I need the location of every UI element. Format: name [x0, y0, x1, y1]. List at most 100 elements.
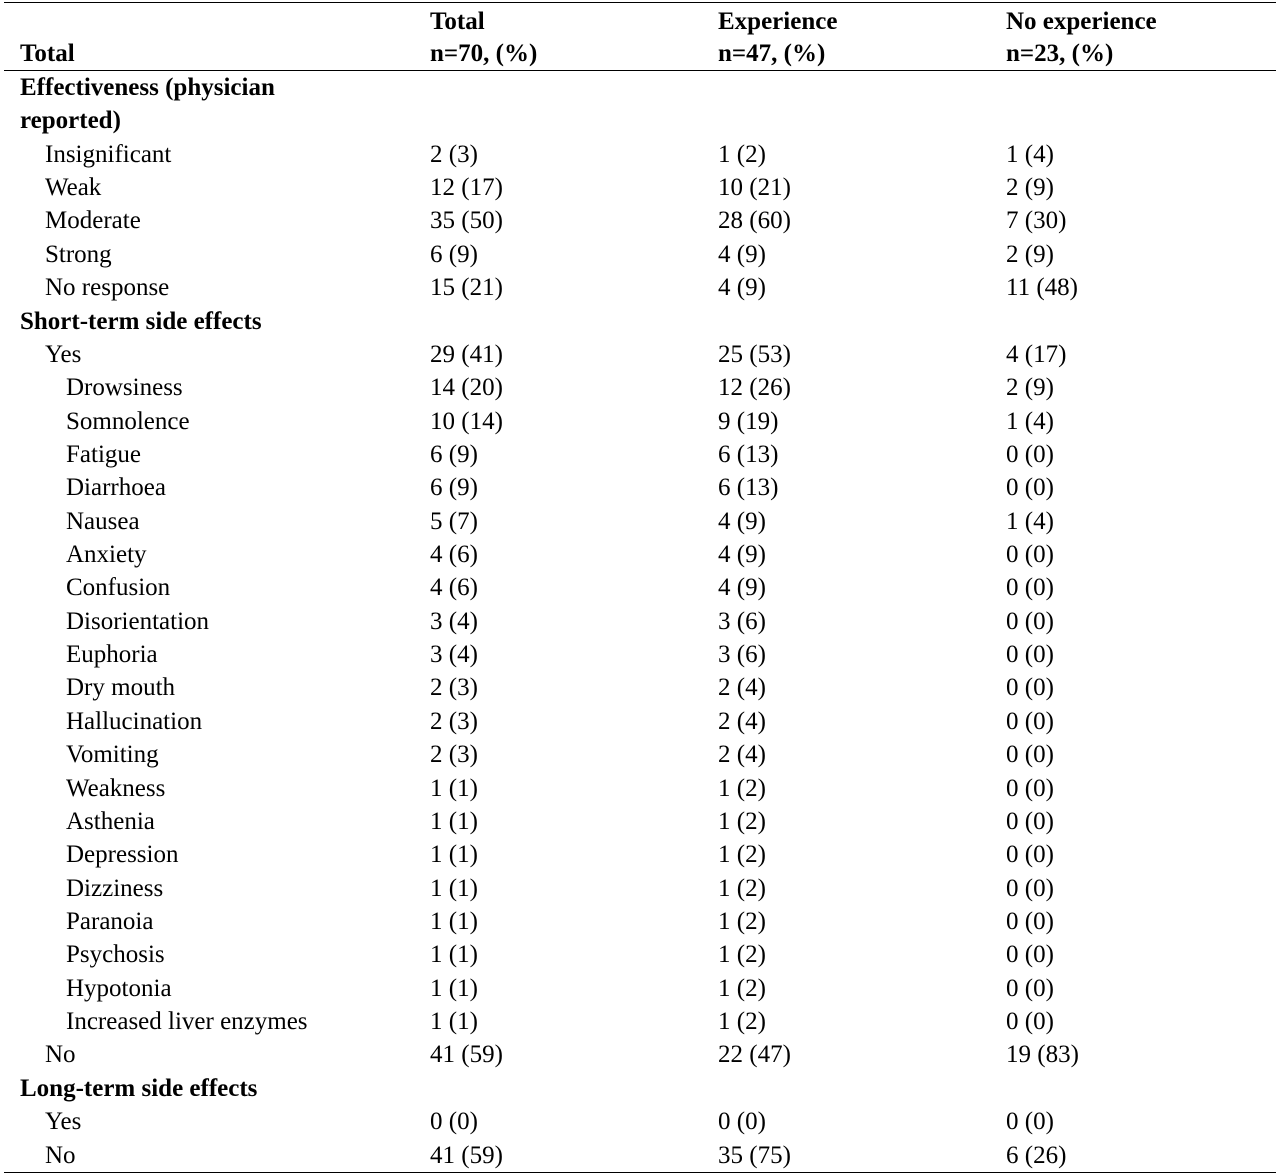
cell-total: 10 (14): [430, 407, 503, 435]
table-row: Depression 1 (1) 1 (2) 0 (0): [4, 838, 1276, 871]
cell-total: 4 (6): [430, 541, 478, 569]
cell-no-experience: 6 (26): [1006, 1141, 1067, 1169]
header-total-column: Total n=70, (%): [430, 6, 537, 70]
cell-total: 14 (20): [430, 374, 503, 402]
table-row: Euphoria 3 (4) 3 (6) 0 (0): [4, 638, 1276, 671]
row-label: No: [45, 1141, 76, 1169]
table-row: Yes 0 (0) 0 (0) 0 (0): [4, 1105, 1276, 1138]
row-label: Weakness: [66, 774, 166, 802]
table-row: Weakness 1 (1) 1 (2) 0 (0): [4, 772, 1276, 805]
cell-total: 6 (9): [430, 240, 478, 268]
row-label: Strong: [45, 240, 112, 268]
cell-no-experience: 0 (0): [1006, 741, 1054, 769]
cell-experience: 2 (4): [718, 674, 766, 702]
cell-total: 3 (4): [430, 641, 478, 669]
cell-no-experience: 0 (0): [1006, 774, 1054, 802]
row-label: Fatigue: [66, 440, 141, 468]
table-row: Paranoia 1 (1) 1 (2) 0 (0): [4, 905, 1276, 938]
cell-no-experience: 1 (4): [1006, 407, 1054, 435]
row-label: Somnolence: [66, 407, 190, 435]
section-label: Effectiveness (physician reported): [20, 71, 275, 138]
cell-no-experience: 1 (4): [1006, 140, 1054, 168]
cell-experience: 22 (47): [718, 1041, 791, 1069]
cell-total: 6 (9): [430, 474, 478, 502]
cell-total: 2 (3): [430, 674, 478, 702]
table-row: No 41 (59) 22 (47) 19 (83): [4, 1038, 1276, 1071]
cell-experience: 35 (75): [718, 1141, 791, 1169]
row-label: Nausea: [66, 507, 140, 535]
section-label: Short-term side effects: [20, 307, 262, 335]
header-first-column: Total: [20, 40, 75, 67]
cell-experience: 1 (2): [718, 974, 766, 1002]
cell-no-experience: 11 (48): [1006, 274, 1078, 302]
table-row: Increased liver enzymes 1 (1) 1 (2) 0 (0…: [4, 1005, 1276, 1038]
row-label: No: [45, 1041, 76, 1069]
table-row: Dizziness 1 (1) 1 (2) 0 (0): [4, 872, 1276, 905]
table-body: Effectiveness (physician reported) Insig…: [4, 71, 1276, 1172]
cell-no-experience: 2 (9): [1006, 374, 1054, 402]
table-row: Moderate 35 (50) 28 (60) 7 (30): [4, 204, 1276, 237]
section-label-line1: Effectiveness (physician: [20, 74, 275, 101]
cell-experience: 1 (2): [718, 774, 766, 802]
cell-total: 41 (59): [430, 1041, 503, 1069]
cell-total: 1 (1): [430, 774, 478, 802]
cell-no-experience: 0 (0): [1006, 607, 1054, 635]
row-label: Disorientation: [66, 607, 210, 635]
cell-experience: 3 (6): [718, 607, 766, 635]
header-no-experience-n: n=23, (%): [1006, 40, 1114, 67]
header-no-experience-title: No experience: [1006, 8, 1157, 35]
section-row-short-term: Short-term side effects: [4, 305, 1276, 338]
cell-experience: 6 (13): [718, 440, 779, 468]
row-label: Insignificant: [45, 140, 172, 168]
cell-total: 2 (3): [430, 140, 478, 168]
table-row: No response 15 (21) 4 (9) 11 (48): [4, 271, 1276, 304]
table-row: Confusion 4 (6) 4 (9) 0 (0): [4, 571, 1276, 604]
table-header: Total Total n=70, (%) Experience n=47, (…: [4, 3, 1276, 71]
row-label: Yes: [45, 1108, 82, 1136]
cell-experience: 0 (0): [718, 1108, 766, 1136]
row-label: Dizziness: [66, 874, 164, 902]
cell-no-experience: 0 (0): [1006, 908, 1054, 935]
row-label: Paranoia: [66, 908, 154, 935]
table-row: Hypotonia 1 (1) 1 (2) 0 (0): [4, 972, 1276, 1005]
table-row: Vomiting 2 (3) 2 (4) 0 (0): [4, 738, 1276, 771]
cell-experience: 1 (2): [718, 874, 766, 902]
row-label: Depression: [66, 841, 179, 869]
table-row: Drowsiness 14 (20) 12 (26) 2 (9): [4, 371, 1276, 404]
section-label: Long-term side effects: [20, 1074, 258, 1102]
cell-no-experience: 0 (0): [1006, 941, 1054, 969]
cell-total: 5 (7): [430, 507, 478, 535]
cell-total: 1 (1): [430, 974, 478, 1002]
cell-experience: 4 (9): [718, 541, 766, 569]
cell-total: 0 (0): [430, 1108, 478, 1136]
cell-total: 3 (4): [430, 607, 478, 635]
header-experience-column: Experience n=47, (%): [718, 6, 837, 70]
cell-experience: 1 (2): [718, 140, 766, 168]
cell-total: 6 (9): [430, 440, 478, 468]
cell-total: 12 (17): [430, 174, 503, 202]
cell-experience: 9 (19): [718, 407, 779, 435]
table-row: Asthenia 1 (1) 1 (2) 0 (0): [4, 805, 1276, 838]
cell-no-experience: 1 (4): [1006, 507, 1054, 535]
row-label: Psychosis: [66, 941, 165, 969]
cell-no-experience: 0 (0): [1006, 707, 1054, 735]
table-row: Psychosis 1 (1) 1 (2) 0 (0): [4, 938, 1276, 971]
table-row: Weak 12 (17) 10 (21) 2 (9): [4, 171, 1276, 204]
table-row: Hallucination 2 (3) 2 (4) 0 (0): [4, 705, 1276, 738]
cell-experience: 1 (2): [718, 841, 766, 869]
cell-experience: 25 (53): [718, 340, 791, 368]
cell-total: 41 (59): [430, 1141, 503, 1169]
header-experience-n: n=47, (%): [718, 40, 826, 67]
cell-total: 29 (41): [430, 340, 503, 368]
row-label: Asthenia: [66, 807, 155, 835]
cell-total: 15 (21): [430, 274, 503, 302]
cell-no-experience: 0 (0): [1006, 807, 1054, 835]
row-label: Yes: [45, 340, 82, 368]
header-total-title: Total: [430, 8, 485, 35]
cell-experience: 4 (9): [718, 240, 766, 268]
cell-no-experience: 0 (0): [1006, 874, 1054, 902]
cell-experience: 12 (26): [718, 374, 791, 402]
cell-no-experience: 0 (0): [1006, 841, 1054, 869]
row-label: Vomiting: [66, 741, 159, 769]
row-label: Confusion: [66, 574, 171, 602]
